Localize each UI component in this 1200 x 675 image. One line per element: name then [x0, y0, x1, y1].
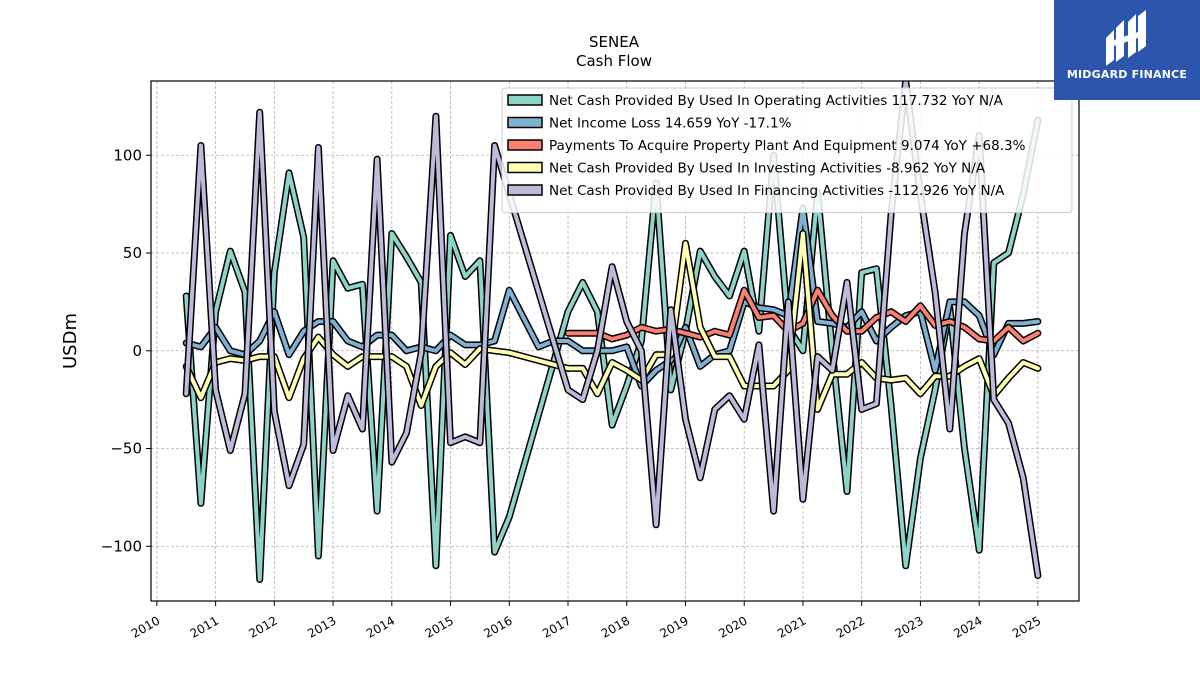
legend-label-4: Net Cash Provided By Used In Financing A…: [549, 183, 1005, 199]
x-tick-label: 2018: [599, 613, 632, 640]
legend-swatch-4: [507, 184, 543, 196]
x-tick-label: 2022: [834, 613, 867, 640]
x-tick-label: 2012: [246, 613, 279, 640]
y-tick-label: −100: [101, 537, 142, 555]
chart-subtitle: Cash Flow: [576, 52, 652, 70]
y-tick-label: 50: [123, 244, 142, 262]
x-tick-label: 2020: [716, 613, 749, 640]
x-tick-label: 2025: [1010, 613, 1043, 640]
x-tick-label: 2010: [129, 613, 162, 640]
y-axis-label: USDm: [60, 313, 81, 369]
legend-label-2: Payments To Acquire Property Plant And E…: [549, 138, 1026, 154]
series-lines: [182, 81, 1042, 583]
legend-label-0: Net Cash Provided By Used In Operating A…: [549, 93, 1004, 109]
x-tick-label: 2024: [951, 613, 984, 640]
series-line-3: [184, 231, 1040, 412]
x-tick-label: 2015: [423, 613, 456, 640]
x-tick-label: 2014: [364, 613, 397, 640]
legend-swatch-3: [507, 161, 543, 174]
chart-title: SENEA: [589, 33, 639, 51]
y-axis: −100 −50 0 50 100: [101, 146, 151, 555]
midgard-logo-icon: [1106, 10, 1146, 66]
legend-label-1: Net Income Loss 14.659 YoY -17.1%: [549, 116, 792, 132]
x-tick-label: 2023: [892, 613, 925, 640]
legend: Net Cash Provided By Used In Operating A…: [501, 87, 1073, 213]
y-tick-label: 100: [113, 146, 142, 164]
y-tick-label: 0: [132, 342, 142, 360]
legend-label-3: Net Cash Provided By Used In Investing A…: [549, 161, 986, 177]
x-tick-label: 2016: [481, 613, 514, 640]
x-tick-label: 2019: [658, 613, 691, 640]
x-tick-label: 2021: [775, 613, 808, 640]
x-tick-label: 2017: [540, 613, 573, 640]
midgard-finance-logo: MIDGARD FINANCE: [1054, 0, 1200, 100]
x-tick-label: 2013: [305, 613, 338, 640]
legend-swatch-0: [507, 94, 543, 106]
plot-frame: [150, 80, 1080, 602]
legend-swatch-2: [507, 139, 543, 151]
logo-text: MIDGARD FINANCE: [1066, 68, 1188, 81]
legend-swatch-1: [507, 116, 543, 129]
x-axis: 2010 2011 2012 2013 2014 2015 2016 2017 2018 2019…: [129, 601, 1043, 641]
y-tick-label: −50: [110, 440, 142, 458]
legend-box: [501, 87, 1073, 213]
x-tick-label: 2011: [188, 613, 221, 640]
